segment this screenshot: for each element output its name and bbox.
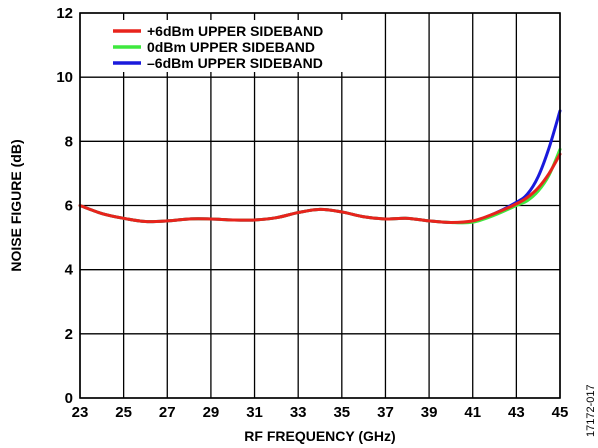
legend-background <box>107 20 357 72</box>
x-tick-label: 27 <box>159 404 176 421</box>
x-tick-label: 41 <box>464 404 481 421</box>
x-tick-label: 33 <box>290 404 307 421</box>
x-tick-label: 43 <box>508 404 525 421</box>
figure-code: 17172-017 <box>585 384 597 437</box>
x-tick-label: 29 <box>203 404 220 421</box>
y-tick-label: 4 <box>65 262 74 279</box>
legend-label-0: +6dBm UPPER SIDEBAND <box>147 23 323 39</box>
y-tick-label: 10 <box>56 69 73 86</box>
x-tick-label: 39 <box>421 404 438 421</box>
plot-frame <box>79 12 561 399</box>
x-tick-label: 45 <box>552 404 569 421</box>
y-tick-label: 8 <box>65 133 73 150</box>
x-tick-label: 23 <box>72 404 89 421</box>
series-lines <box>78 109 562 225</box>
x-tick-label: 35 <box>333 404 350 421</box>
x-tick-label: 25 <box>115 404 132 421</box>
legend-label-2: –6dBm UPPER SIDEBAND <box>147 55 323 71</box>
x-tick-label: 31 <box>246 404 263 421</box>
x-axis-title: RF FREQUENCY (GHz) <box>244 428 395 444</box>
y-tick-label: 0 <box>65 390 73 407</box>
y-tick-label: 6 <box>65 198 73 215</box>
legend-label-1: 0dBm UPPER SIDEBAND <box>147 39 315 55</box>
y-tick-label: 2 <box>65 326 73 343</box>
y-tick-label: 12 <box>56 5 73 22</box>
x-tick-label: 37 <box>377 404 394 421</box>
tick-labels: 23 25 27 29 31 33 35 37 39 41 43 45 0 2 4 6 8 10 12 <box>56 5 568 421</box>
y-axis-title: NOISE FIGURE (dB) <box>8 139 24 271</box>
series-line-0 <box>78 152 562 224</box>
